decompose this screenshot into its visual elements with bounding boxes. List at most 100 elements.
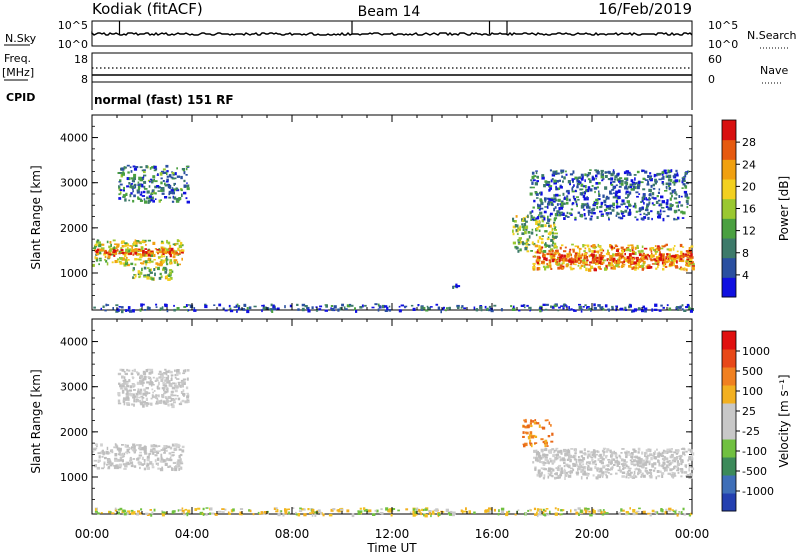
- echo-cell: [562, 458, 566, 462]
- echo-cell: [587, 174, 590, 177]
- echo-cell: [133, 446, 136, 450]
- echo-cell: [675, 169, 678, 173]
- echo-cell: [618, 205, 621, 208]
- echo-cell: [165, 268, 168, 271]
- echo-cell: [656, 172, 660, 176]
- echo-cell: [654, 510, 658, 514]
- echo-cell: [593, 186, 598, 190]
- echo-cell: [636, 183, 641, 187]
- echo-cell: [577, 245, 580, 249]
- echo-cell: [147, 165, 149, 169]
- echo-cell: [617, 216, 622, 219]
- echo-cell: [332, 508, 336, 511]
- echo-cell: [585, 260, 588, 264]
- echo-cell: [132, 396, 136, 399]
- echo-cell: [568, 259, 571, 263]
- echo-cell: [655, 200, 659, 204]
- echo-cell: [608, 261, 611, 265]
- echo-cell: [595, 182, 599, 185]
- echo-cell: [176, 239, 179, 243]
- echo-cell: [117, 511, 120, 515]
- echo-cell: [246, 307, 249, 310]
- echo-cell: [640, 201, 643, 203]
- echo-cell: [548, 224, 552, 228]
- echo-cell: [567, 191, 570, 195]
- echo-cell: [164, 171, 168, 174]
- echo-cell: [95, 257, 98, 259]
- echo-cell: [591, 257, 594, 261]
- echo-cell: [642, 460, 645, 464]
- echo-cell: [544, 197, 547, 201]
- echo-cell: [624, 306, 627, 310]
- echo-cell: [686, 258, 690, 261]
- echo-cell: [560, 305, 563, 307]
- echo-cell: [136, 190, 140, 194]
- echo-cell: [654, 303, 658, 307]
- echo-cell: [621, 200, 624, 203]
- echo-cell: [635, 460, 639, 463]
- colorbar-segment: [722, 331, 736, 350]
- echo-cell: [296, 303, 299, 306]
- echo-cell: [152, 391, 154, 394]
- echo-cell: [117, 458, 120, 462]
- echo-cell: [576, 257, 578, 261]
- echo-cell: [601, 179, 604, 182]
- echo-cell: [184, 369, 187, 373]
- echo-cell: [555, 182, 557, 185]
- echo-cell: [148, 200, 151, 203]
- echo-cell: [160, 199, 162, 201]
- echo-cell: [108, 253, 112, 256]
- echo-cell: [160, 275, 163, 279]
- echo-cell: [550, 179, 553, 183]
- echo-cell: [142, 190, 146, 194]
- echo-cell: [176, 307, 180, 311]
- echo-cell: [162, 168, 166, 171]
- echo-cell: [389, 508, 392, 511]
- echo-cell: [162, 400, 166, 404]
- echo-cell: [117, 508, 121, 511]
- echo-cell: [629, 249, 632, 252]
- echo-cell: [632, 183, 635, 186]
- echo-cell: [561, 262, 564, 265]
- echo-cell: [611, 307, 614, 310]
- echo-cell: [106, 446, 109, 450]
- echo-cell: [385, 507, 389, 511]
- echo-cell: [146, 196, 149, 200]
- echo-cell: [648, 201, 651, 205]
- echo-cell: [138, 462, 141, 465]
- echo-cell: [587, 453, 591, 457]
- echo-cell: [161, 396, 165, 399]
- echo-cell: [147, 258, 150, 261]
- echo-cell: [677, 462, 680, 466]
- echo-cell: [579, 188, 583, 191]
- echo-cell: [133, 395, 137, 398]
- echo-cell: [641, 199, 644, 203]
- echo-cell: [626, 512, 630, 515]
- echo-cell: [582, 463, 585, 466]
- echo-cell: [569, 173, 574, 176]
- echo-cell: [605, 197, 607, 201]
- echo-cell: [568, 309, 571, 311]
- nave-tick-bottom: 0: [708, 73, 715, 86]
- echo-cell: [539, 456, 543, 460]
- echo-cell: [575, 203, 578, 206]
- echo-cell: [578, 303, 582, 306]
- echo-cell: [149, 259, 152, 262]
- echo-cell: [140, 402, 144, 406]
- echo-cell: [605, 450, 609, 453]
- echo-cell: [131, 446, 134, 450]
- echo-cell: [164, 390, 168, 394]
- echo-cell: [543, 250, 547, 253]
- echo-cell: [150, 448, 154, 452]
- echo-cell: [647, 449, 650, 452]
- echo-cell: [546, 205, 549, 209]
- echo-cell: [595, 259, 598, 263]
- echo-cell: [647, 254, 650, 256]
- echo-cell: [163, 248, 168, 252]
- echo-cell: [617, 265, 621, 268]
- echo-cell: [557, 450, 561, 454]
- echo-cell: [660, 195, 664, 199]
- echo-cell: [631, 246, 635, 250]
- echo-cell: [529, 439, 532, 442]
- echo-cell: [534, 443, 536, 445]
